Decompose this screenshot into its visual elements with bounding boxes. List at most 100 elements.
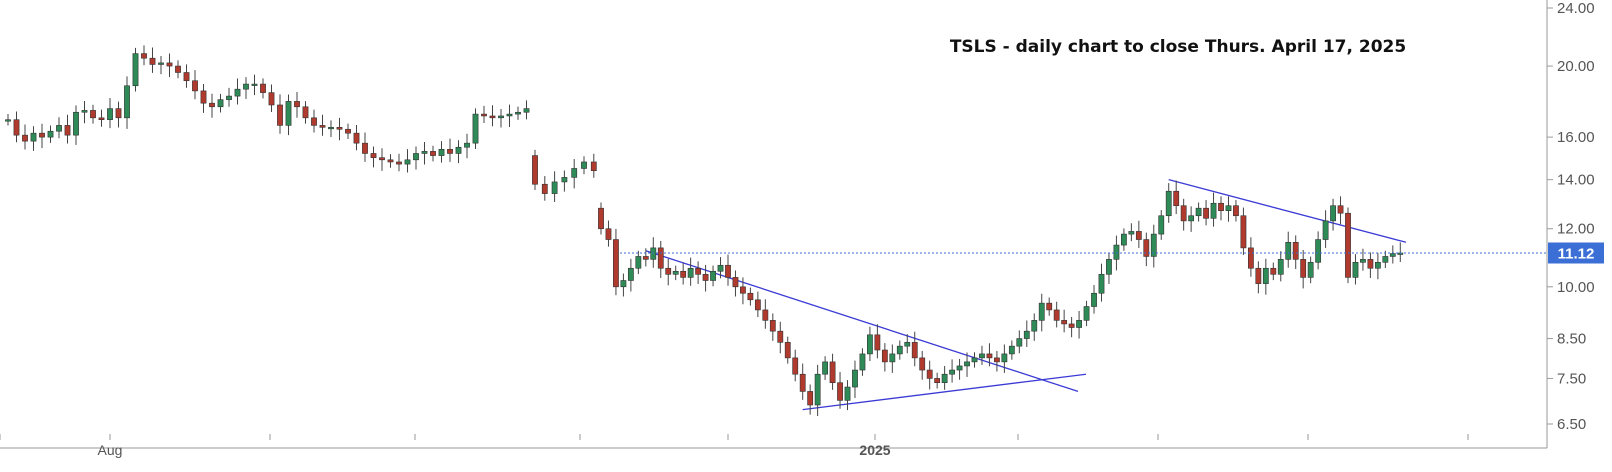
candle-up	[47, 130, 54, 138]
candle-up	[1225, 205, 1232, 211]
candle-down	[1061, 320, 1068, 325]
candle-down	[98, 117, 105, 120]
candle-down	[362, 142, 368, 154]
candle-up	[124, 85, 130, 119]
candle-down	[590, 161, 597, 171]
candle-up	[251, 83, 258, 86]
candle-down	[336, 127, 343, 130]
candles-layer	[5, 45, 1404, 416]
candle-up	[1195, 207, 1202, 217]
candle-down	[141, 53, 147, 59]
candle-down	[926, 369, 933, 379]
candle-up	[73, 111, 79, 136]
candle-down	[702, 274, 709, 281]
trendline	[645, 250, 1079, 393]
y-tick-label: 12.00	[1557, 221, 1595, 238]
last-price-label-bg	[1548, 242, 1604, 264]
candle-down	[209, 102, 215, 108]
candle-down	[192, 80, 198, 92]
candle-down	[541, 183, 548, 194]
candle-up	[979, 353, 985, 359]
candle-down	[762, 309, 769, 321]
candle-up	[889, 353, 896, 363]
candle-down	[1218, 202, 1224, 211]
candle-up	[964, 361, 970, 367]
candle-down	[13, 119, 20, 136]
candle-down	[725, 264, 731, 278]
candle-down	[613, 239, 619, 288]
candle-down	[919, 357, 926, 371]
candle-down	[1255, 267, 1262, 284]
candle-up	[1023, 330, 1030, 339]
candle-up	[551, 181, 558, 194]
candle-up	[896, 345, 903, 355]
candle-down	[1345, 212, 1351, 278]
candle-down	[481, 113, 487, 117]
candle-down	[200, 90, 207, 104]
y-tick-label: 6.50	[1557, 416, 1586, 433]
candle-down	[665, 267, 672, 275]
candle-down	[1173, 190, 1180, 207]
candle-down	[294, 101, 300, 108]
candle-up	[650, 247, 657, 260]
trendline	[1168, 179, 1407, 243]
candle-down	[829, 361, 836, 384]
candle-up	[1038, 302, 1045, 321]
candle-down	[302, 106, 309, 119]
candle-down	[90, 110, 96, 119]
candle-down	[1367, 259, 1374, 269]
candle-down	[268, 92, 275, 106]
candle-up	[515, 111, 521, 115]
candle-down	[1337, 205, 1344, 214]
candle-up	[464, 142, 470, 148]
candle-up	[1098, 274, 1105, 294]
x-tick-label: Aug	[98, 442, 123, 458]
candle-down	[881, 349, 888, 363]
candle-up	[561, 177, 568, 183]
candle-up	[1083, 306, 1090, 321]
candle-down	[695, 267, 702, 275]
candle-down	[1135, 231, 1142, 240]
candle-down	[732, 277, 739, 288]
candle-up	[1188, 215, 1195, 222]
candle-up	[1352, 261, 1359, 278]
candle-up	[852, 369, 858, 388]
x-tick-label: 2025	[859, 442, 890, 458]
candle-up	[867, 334, 873, 355]
candle-down	[1292, 241, 1299, 260]
candle-up	[1382, 256, 1389, 263]
candle-up	[328, 127, 334, 130]
candle-down	[489, 115, 496, 119]
candle-down	[532, 155, 538, 185]
candle-up	[1389, 253, 1396, 257]
candle-up	[523, 108, 530, 113]
chart-title: TSLS - daily chart to close Thurs. April…	[950, 37, 1406, 57]
candle-up	[1307, 261, 1314, 278]
candle-down	[319, 125, 326, 128]
candle-up	[1330, 205, 1336, 222]
candle-up	[5, 119, 11, 122]
candle-down	[1240, 215, 1247, 249]
candle-down	[657, 247, 664, 269]
candle-down	[1180, 205, 1187, 222]
candle-up	[859, 353, 866, 371]
candle-up	[226, 95, 232, 100]
candle-up	[1374, 261, 1381, 269]
candle-up	[1360, 259, 1366, 263]
candle-up	[243, 83, 249, 90]
candle-down	[934, 378, 941, 384]
candle-up	[1091, 292, 1097, 307]
candle-up	[1210, 202, 1217, 219]
candle-up	[1001, 353, 1008, 363]
candle-up	[30, 132, 37, 142]
candle-down	[149, 57, 156, 65]
candle-up	[1158, 215, 1165, 235]
candle-down	[769, 320, 776, 332]
candle-down	[1046, 302, 1053, 311]
trendlines-layer	[645, 179, 1407, 411]
y-tick-label: 8.50	[1557, 331, 1586, 348]
candle-down	[754, 299, 761, 311]
candle-up	[413, 153, 419, 161]
candle-down	[260, 83, 266, 93]
